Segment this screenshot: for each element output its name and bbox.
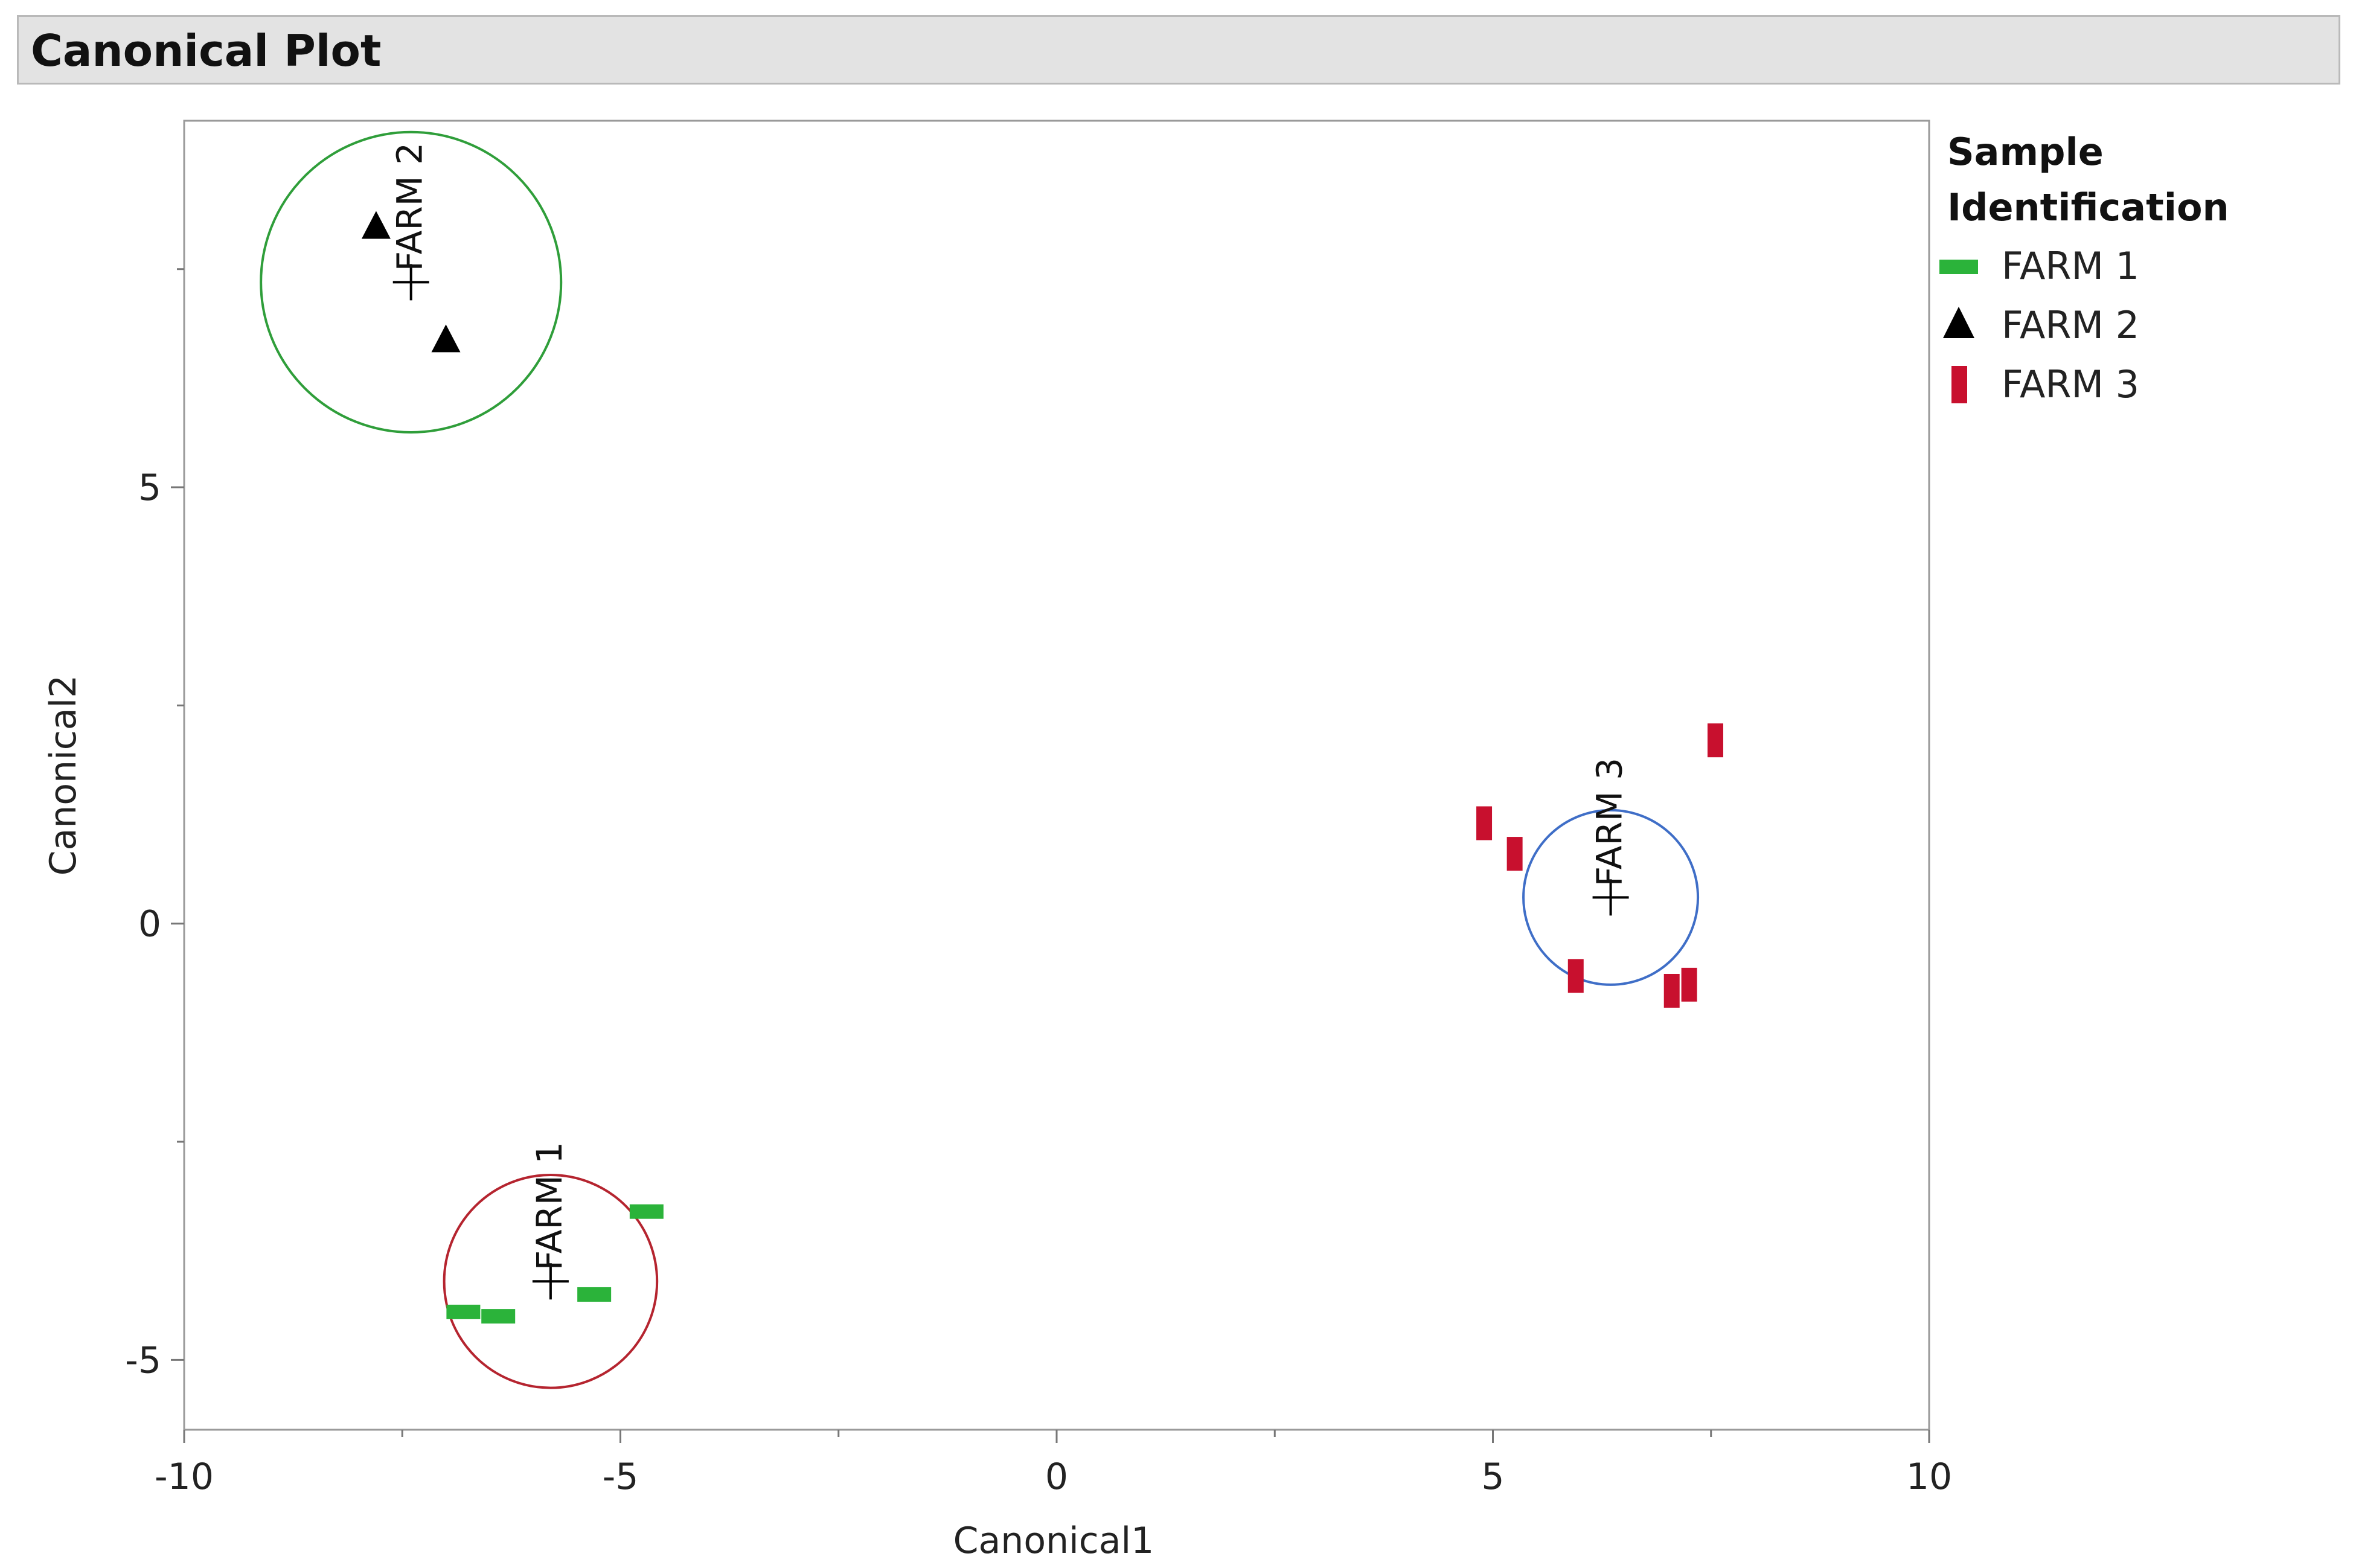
plot-frame <box>183 120 1930 1431</box>
y-tick-label: 0 <box>138 903 161 946</box>
group-mean-label: FARM 1 <box>529 1142 570 1270</box>
x-tick-label: 0 <box>1045 1456 1068 1498</box>
data-point <box>1663 973 1680 1008</box>
x-tick-label: 5 <box>1481 1456 1504 1498</box>
data-point <box>629 1204 664 1219</box>
legend-farm3-label: FARM 3 <box>2002 362 2139 406</box>
confidence-circle <box>1522 808 1700 986</box>
panel-title: Canonical Plot <box>31 25 382 76</box>
x-axis-title: Canonical1 <box>953 1520 1154 1562</box>
y-axis-title: Canonical2 <box>42 675 85 876</box>
legend-farm1-label: FARM 1 <box>2002 244 2139 288</box>
data-point <box>1681 967 1697 1002</box>
group-mean-label: FARM 2 <box>389 142 431 271</box>
point-layer <box>361 211 1723 1324</box>
legend: Sample Identification FARM 1 FARM 2 FARM… <box>1939 130 2229 406</box>
mean-layer: FARM 1 FARM 2 FARM 3 <box>389 142 1630 1300</box>
x-tick-label: -10 <box>155 1456 214 1498</box>
legend-farm1-marker <box>1939 260 1978 274</box>
y-tick-label: 5 <box>138 467 161 509</box>
legend-farm2-marker <box>1943 307 1974 338</box>
data-point <box>1476 806 1493 840</box>
data-point <box>481 1309 516 1324</box>
panel-header[interactable]: Canonical Plot <box>17 15 2340 85</box>
legend-farm2-label: FARM 2 <box>2002 303 2139 347</box>
data-point <box>577 1287 612 1302</box>
y-tick-label: -5 <box>125 1339 161 1381</box>
axis-layer: -10 -5 0 5 10 -5 0 5 <box>125 268 1952 1498</box>
confidence-circle <box>443 1173 659 1389</box>
confidence-circle <box>260 130 563 434</box>
legend-farm3-marker <box>1951 366 1967 403</box>
data-point <box>1707 723 1723 758</box>
legend-title-line1: Sample <box>1947 130 2104 174</box>
group-mean-label: FARM 3 <box>1589 758 1630 886</box>
data-point <box>431 324 461 353</box>
data-point <box>1506 837 1523 871</box>
legend-title-line2: Identification <box>1947 185 2229 229</box>
data-point <box>361 211 391 239</box>
x-tick-label: 10 <box>1906 1456 1952 1498</box>
data-point <box>446 1304 481 1319</box>
data-point <box>1567 959 1584 993</box>
circle-layer <box>260 130 1700 1389</box>
x-tick-label: -5 <box>603 1456 639 1498</box>
